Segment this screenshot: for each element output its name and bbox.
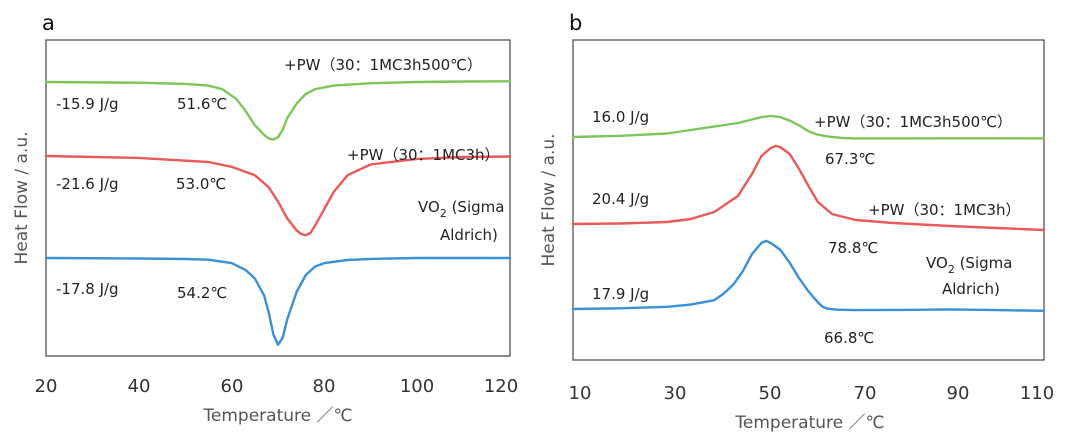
enthalpy-label: 16.0 J/g — [592, 108, 649, 126]
x-tick-label: 100 — [400, 376, 434, 397]
plot-frame-b — [572, 39, 1045, 361]
enthalpy-label: -17.8 J/g — [56, 280, 119, 298]
x-tick-label: 50 — [759, 383, 782, 404]
x-tick-label: 120 — [484, 376, 518, 397]
peak-temp-label: 51.6℃ — [177, 95, 227, 113]
enthalpy-label: 20.4 J/g — [592, 190, 649, 208]
panel-a: a Heat Flow / a.u. Temperature ／℃ 20 40 … — [12, 11, 518, 426]
series-labels-b: +PW（30：1MC3h500℃） +PW（30：1MC3h） VO2 (Sig… — [814, 113, 1021, 298]
enthalpy-label: -15.9 J/g — [56, 95, 119, 113]
x-tick-label: 80 — [313, 376, 336, 397]
x-tick-label: 30 — [664, 383, 687, 404]
panel-letter-b: b — [569, 11, 582, 35]
vo2-label-rest: (Sigma — [955, 254, 1013, 272]
x-axis-label-a: Temperature ／℃ — [202, 406, 352, 426]
x-ticks-b: 10 30 50 70 90 110 — [569, 383, 1055, 404]
peak-temp-label: 53.0℃ — [176, 175, 226, 193]
x-axis-label-b: Temperature ／℃ — [734, 413, 884, 433]
series-label-vo2: VO2 (Sigma — [418, 198, 504, 220]
series-line-pw — [571, 144, 1046, 232]
annotations-b: 16.0 J/g 67.3℃ 20.4 J/g 78.8℃ 17.9 J/g 6… — [592, 108, 878, 347]
series-line-pw-500 — [571, 114, 1046, 140]
series-lines-b — [571, 114, 1046, 312]
series-label-pw-500: +PW（30：1MC3h500℃） — [814, 113, 1012, 131]
peak-temp-label: 78.8℃ — [828, 239, 878, 257]
series-line-vo2 — [571, 239, 1046, 312]
y-axis-label-b: Heat Flow / a.u. — [539, 133, 559, 266]
y-axis-label-a: Heat Flow / a.u. — [12, 131, 32, 264]
series-line-vo2 — [44, 256, 512, 346]
series-label-vo2-line2: Aldrich) — [440, 226, 498, 244]
plot-frame-a — [45, 39, 511, 357]
panel-letter-a: a — [42, 11, 55, 35]
x-tick-label: 70 — [854, 383, 877, 404]
vo2-label-formula: VO — [926, 254, 948, 272]
vo2-label-subscript: 2 — [440, 207, 447, 220]
x-tick-label: 110 — [1020, 383, 1054, 404]
series-label-pw: +PW（30：1MC3h） — [868, 201, 1021, 219]
annotations-a: -15.9 J/g 51.6℃ -21.6 J/g 53.0℃ -17.8 J/… — [56, 95, 227, 302]
enthalpy-label: -21.6 J/g — [56, 175, 119, 193]
vo2-label-formula: VO — [418, 198, 440, 216]
vo2-label-subscript: 2 — [948, 263, 955, 276]
x-tick-label: 10 — [569, 383, 592, 404]
x-ticks-a: 20 40 60 80 100 120 — [35, 376, 519, 397]
x-tick-label: 60 — [221, 376, 244, 397]
enthalpy-label: 17.9 J/g — [592, 285, 649, 303]
x-tick-label: 20 — [35, 376, 58, 397]
peak-temp-label: 66.8℃ — [824, 329, 874, 347]
series-label-pw: +PW（30：1MC3h） — [347, 146, 500, 164]
series-line-pw-500 — [44, 80, 512, 141]
series-label-pw-500: +PW（30：1MC3h500℃） — [284, 56, 482, 74]
x-tick-label: 90 — [947, 383, 970, 404]
peak-temp-label: 67.3℃ — [825, 150, 875, 168]
series-labels-a: +PW（30：1MC3h500℃） +PW（30：1MC3h） VO2 (Sig… — [284, 56, 504, 244]
series-label-vo2: VO2 (Sigma — [926, 254, 1012, 276]
series-lines-a — [44, 80, 512, 346]
vo2-label-rest: (Sigma — [447, 198, 505, 216]
x-tick-label: 40 — [128, 376, 151, 397]
peak-temp-label: 54.2℃ — [177, 284, 227, 302]
series-label-vo2-line2: Aldrich) — [942, 280, 1000, 298]
series-line-pw — [44, 154, 512, 237]
panel-b: b Heat Flow / a.u. Temperature ／℃ 10 30 … — [539, 11, 1054, 433]
